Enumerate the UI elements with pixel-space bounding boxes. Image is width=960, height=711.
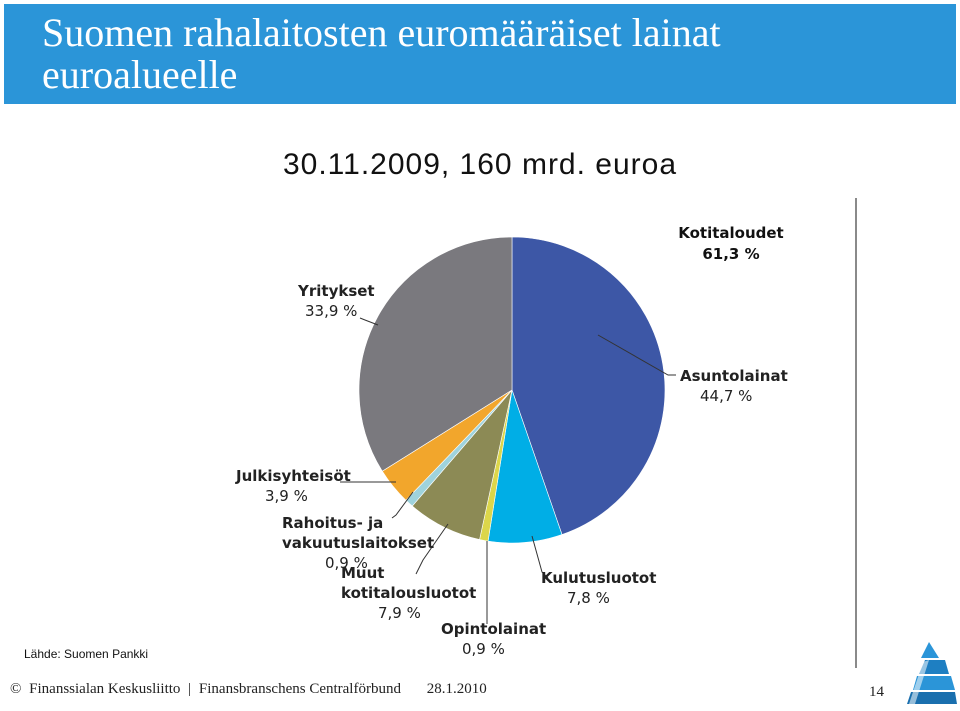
slice-label-name-4-line-2: kotitalousluotot — [341, 584, 476, 602]
leader-line-2 — [531, 535, 549, 579]
slice-label-name-2: Kulutusluotot — [541, 569, 656, 587]
leader-line-1 — [597, 334, 676, 376]
footer: © Finanssialan Keskusliitto | Finansbran… — [10, 681, 491, 698]
footer-org-fi: Finanssialan Keskusliitto — [29, 681, 181, 697]
title-band — [4, 4, 956, 104]
vertical-divider — [855, 198, 857, 668]
footer-separator: | — [188, 681, 192, 697]
page-number: 14 — [869, 684, 884, 700]
footer-date: 28.1.2010 — [426, 681, 487, 697]
group-label-name: Kotitaloudet — [678, 224, 783, 242]
chart-subtitle: 30.11.2009, 160 mrd. euroa — [282, 148, 678, 181]
fk-logo-icon — [907, 642, 957, 704]
slice-label-name-5-line-1: Rahoitus- ja — [282, 514, 383, 532]
footer-org-sv: Finansbranschens Centralförbund — [198, 681, 401, 697]
source-note: Lähde: Suomen Pankki — [24, 647, 149, 661]
pie-slice-1 — [511, 236, 666, 535]
group-label-value: 61,3 % — [702, 245, 759, 263]
slice-label-name-1: Asuntolainat — [680, 367, 788, 385]
slice-label-name-5-line-2: vakuutuslaitokset — [282, 534, 434, 552]
slice-label-value-4: 7,9 % — [378, 604, 421, 622]
slice-label-name-4-line-1: Muut — [341, 564, 384, 582]
leader-line-5 — [391, 491, 414, 519]
slice-label-value-3: 0,9 % — [462, 640, 505, 658]
slice-label-name-3: Opintolainat — [441, 620, 546, 638]
slice-label-value-7: 33,9 % — [305, 302, 357, 320]
slice-label-value-5: 0,9 % — [325, 554, 368, 572]
slide-title: Suomen rahalaitosten euromääräiset laina… — [42, 10, 721, 97]
slice-label-name-6: Julkisyhteisöt — [235, 467, 351, 485]
slice-label-value-6: 3,9 % — [265, 487, 308, 505]
slice-label-value-1: 44,7 % — [700, 387, 752, 405]
leader-line-4 — [415, 523, 449, 575]
leader-line-7 — [359, 317, 379, 326]
pie-slice-7 — [358, 236, 513, 472]
slice-label-value-2: 7,8 % — [567, 589, 610, 607]
copyright-symbol: © — [10, 681, 22, 697]
slice-label-name-7: Yritykset — [297, 282, 375, 300]
